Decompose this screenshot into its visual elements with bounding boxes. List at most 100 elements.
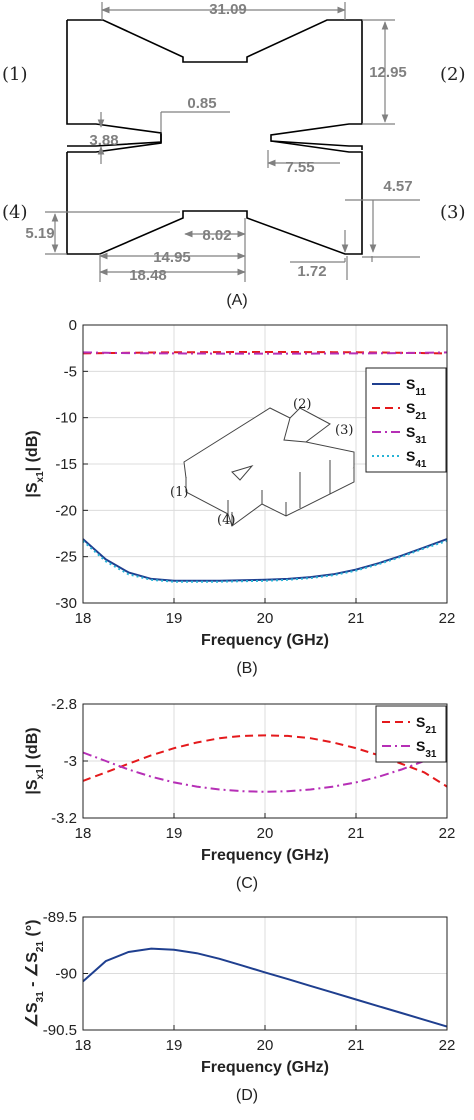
panel-label-a: (A) xyxy=(226,292,247,309)
x-tick-label: 22 xyxy=(439,1037,456,1054)
legend-label-2-part: S xyxy=(406,424,415,440)
port-label-3: (3) xyxy=(440,202,466,223)
series-line-1 xyxy=(82,745,448,793)
series-line-0 xyxy=(82,538,448,582)
panel-label: (C) xyxy=(236,875,258,892)
x-tick-label: 19 xyxy=(166,610,183,627)
y-axis-label-part: ∠S xyxy=(24,1002,41,1027)
y-tick-label: -89.5 xyxy=(43,909,77,926)
dim-3-88: 3.88 xyxy=(89,132,118,149)
port-label-2: (2) xyxy=(440,64,466,85)
inset-port-label-4: (4) xyxy=(217,513,235,528)
panel-label: (D) xyxy=(236,1087,258,1104)
x-tick-label: 21 xyxy=(348,825,365,842)
inset-port-label-1: (1) xyxy=(170,485,188,500)
y-axis-label-part: (°) xyxy=(24,920,41,942)
legend-label-3: S41 xyxy=(406,448,427,470)
dim-5-19: 5.19 xyxy=(25,225,54,242)
legend-label-3-part: S xyxy=(406,448,415,464)
dim-7-55: 7.55 xyxy=(285,159,314,176)
coupler-bottom-half xyxy=(66,134,363,255)
dim-8-02: 8.02 xyxy=(202,227,231,244)
legend-label-0-part: S xyxy=(406,376,415,392)
legend-label-2: S31 xyxy=(406,424,427,446)
x-tick-label: 19 xyxy=(166,1037,183,1054)
inset-port-label-2: (2) xyxy=(293,397,311,412)
y-tick-label: -15 xyxy=(55,456,77,473)
dim-31-09: 31.09 xyxy=(209,1,247,18)
x-axis-label: Frequency (GHz) xyxy=(201,632,329,649)
legend-label-0: S11 xyxy=(406,376,426,398)
y-tick-label: -90.5 xyxy=(43,1022,77,1039)
legend-box xyxy=(375,705,447,763)
port-label-4: (4) xyxy=(2,202,28,223)
x-tick-label: 20 xyxy=(257,825,274,842)
y-axis-label-part: |S xyxy=(24,482,41,497)
panel-label: (B) xyxy=(236,660,257,677)
y-tick-label: -5 xyxy=(64,363,77,380)
port-label-1: (1) xyxy=(2,64,28,85)
dim-1-72: 1.72 xyxy=(297,263,326,280)
x-tick-label: 19 xyxy=(166,825,183,842)
legend-label-0-part: 11 xyxy=(415,387,426,398)
dim-14-95: 14.95 xyxy=(153,249,191,266)
y-axis-label-part: x1 xyxy=(35,471,46,483)
dim-0-85: 0.85 xyxy=(187,95,216,112)
legend-label-1: S31 xyxy=(416,738,437,760)
x-tick-label: 21 xyxy=(348,610,365,627)
x-axis-label: Frequency (GHz) xyxy=(201,847,329,864)
series-line-0 xyxy=(82,947,448,1028)
x-tick-label: 21 xyxy=(348,1037,365,1054)
axes-frame xyxy=(82,916,448,1031)
series-line-1 xyxy=(82,351,448,355)
legend-label-1-part: 21 xyxy=(415,411,427,422)
legend-label-1: S21 xyxy=(406,400,427,422)
y-axis-label-part: x1 xyxy=(35,768,46,780)
legend-label-3-part: 41 xyxy=(415,459,427,470)
legend-label-0: S21 xyxy=(416,714,437,736)
dim-4-57: 4.57 xyxy=(383,178,412,195)
coupler-drawing: 31.09 12.95 0.85 3.88 7.55 4.57 5.19 8.0… xyxy=(2,1,466,309)
y-axis-label: |Sx1| (dB) xyxy=(24,430,46,497)
y-tick-label: -3.2 xyxy=(51,810,77,827)
y-tick-label: -25 xyxy=(55,549,77,566)
x-axis-label: Frequency (GHz) xyxy=(201,1059,329,1076)
legend-label-2-part: 31 xyxy=(415,435,427,446)
dim-12-95: 12.95 xyxy=(369,64,407,81)
y-tick-label: -3 xyxy=(64,753,77,770)
y-axis-label-part: 31 xyxy=(35,991,46,1003)
y-axis-label: ∠S31 - ∠S21 (°) xyxy=(24,920,46,1028)
axes-frame xyxy=(82,703,448,819)
x-tick-label: 20 xyxy=(257,1037,274,1054)
y-tick-label: -20 xyxy=(55,502,77,519)
coupler-top-half xyxy=(66,19,363,150)
y-axis-label-part: | (dB) xyxy=(24,727,41,768)
y-tick-label: -2.8 xyxy=(51,696,77,713)
legend-label-1-part: 31 xyxy=(425,749,437,760)
y-tick-label: 0 xyxy=(69,317,77,334)
legend-label-0-part: 21 xyxy=(425,725,437,736)
y-tick-label: -10 xyxy=(55,410,77,427)
chart-d: 18 19 20 21 22 -90.5 -90 -89.5 Frequency (GHz) ∠S… xyxy=(24,909,455,1104)
y-axis-label-part: 21 xyxy=(35,941,46,953)
series-line-2 xyxy=(82,351,448,355)
x-tick-label: 22 xyxy=(439,825,456,842)
inset-port-label-3: (3) xyxy=(335,423,353,438)
y-axis-label: |Sx1| (dB) xyxy=(24,727,46,794)
x-tick-label: 20 xyxy=(257,610,274,627)
legend-label-0-part: S xyxy=(416,714,425,730)
legend-label-1-part: S xyxy=(416,738,425,754)
legend-label-1-part: S xyxy=(406,400,415,416)
chart-b: 18 19 20 21 22 -30 -25 -20 -15 -10 -5 0 Frequency (G… xyxy=(24,317,455,677)
legend-box xyxy=(365,367,447,473)
chart-c: 18 19 20 21 22 -3.2 -3 -2.8 Frequency (GHz) |Sx1|… xyxy=(24,696,455,892)
y-tick-label: -30 xyxy=(55,595,77,612)
x-tick-label: 18 xyxy=(75,610,92,627)
x-tick-label: 18 xyxy=(75,825,92,842)
x-tick-label: 22 xyxy=(439,610,456,627)
x-tick-label: 18 xyxy=(75,1037,92,1054)
dim-18-48: 18.48 xyxy=(129,267,167,284)
axes-frame xyxy=(82,324,448,604)
inset-notch xyxy=(231,465,254,481)
